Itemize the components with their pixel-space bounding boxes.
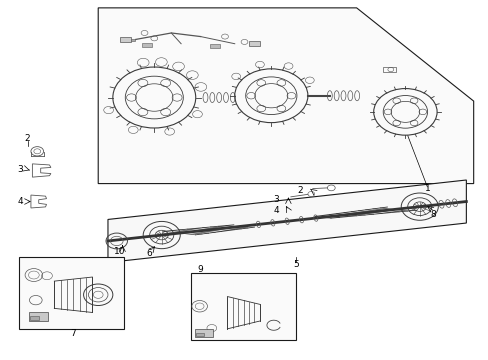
Bar [29, 312, 48, 320]
Text: 2: 2 [297, 186, 303, 195]
Text: 10: 10 [114, 247, 125, 256]
Text: 6: 6 [146, 249, 152, 258]
Text: 2: 2 [25, 134, 30, 143]
Bar [131, 39, 135, 41]
Text: 4: 4 [18, 197, 23, 206]
Text: 5: 5 [292, 260, 298, 269]
Bar [190, 273, 295, 339]
Text: 3: 3 [17, 165, 23, 174]
Bar [19, 257, 124, 329]
Text: 9: 9 [197, 265, 203, 274]
Polygon shape [98, 8, 473, 184]
Text: 4: 4 [273, 206, 279, 215]
Polygon shape [108, 180, 466, 262]
Bar [142, 43, 152, 47]
Text: 1: 1 [424, 184, 429, 193]
Bar [120, 37, 131, 42]
Text: 3: 3 [273, 195, 279, 204]
Bar [194, 329, 213, 337]
Bar [249, 41, 260, 45]
Bar [30, 316, 39, 320]
Bar [383, 67, 395, 72]
Text: 7: 7 [70, 329, 76, 338]
Text: 8: 8 [430, 210, 436, 219]
Bar [195, 333, 203, 336]
Bar [210, 44, 220, 48]
